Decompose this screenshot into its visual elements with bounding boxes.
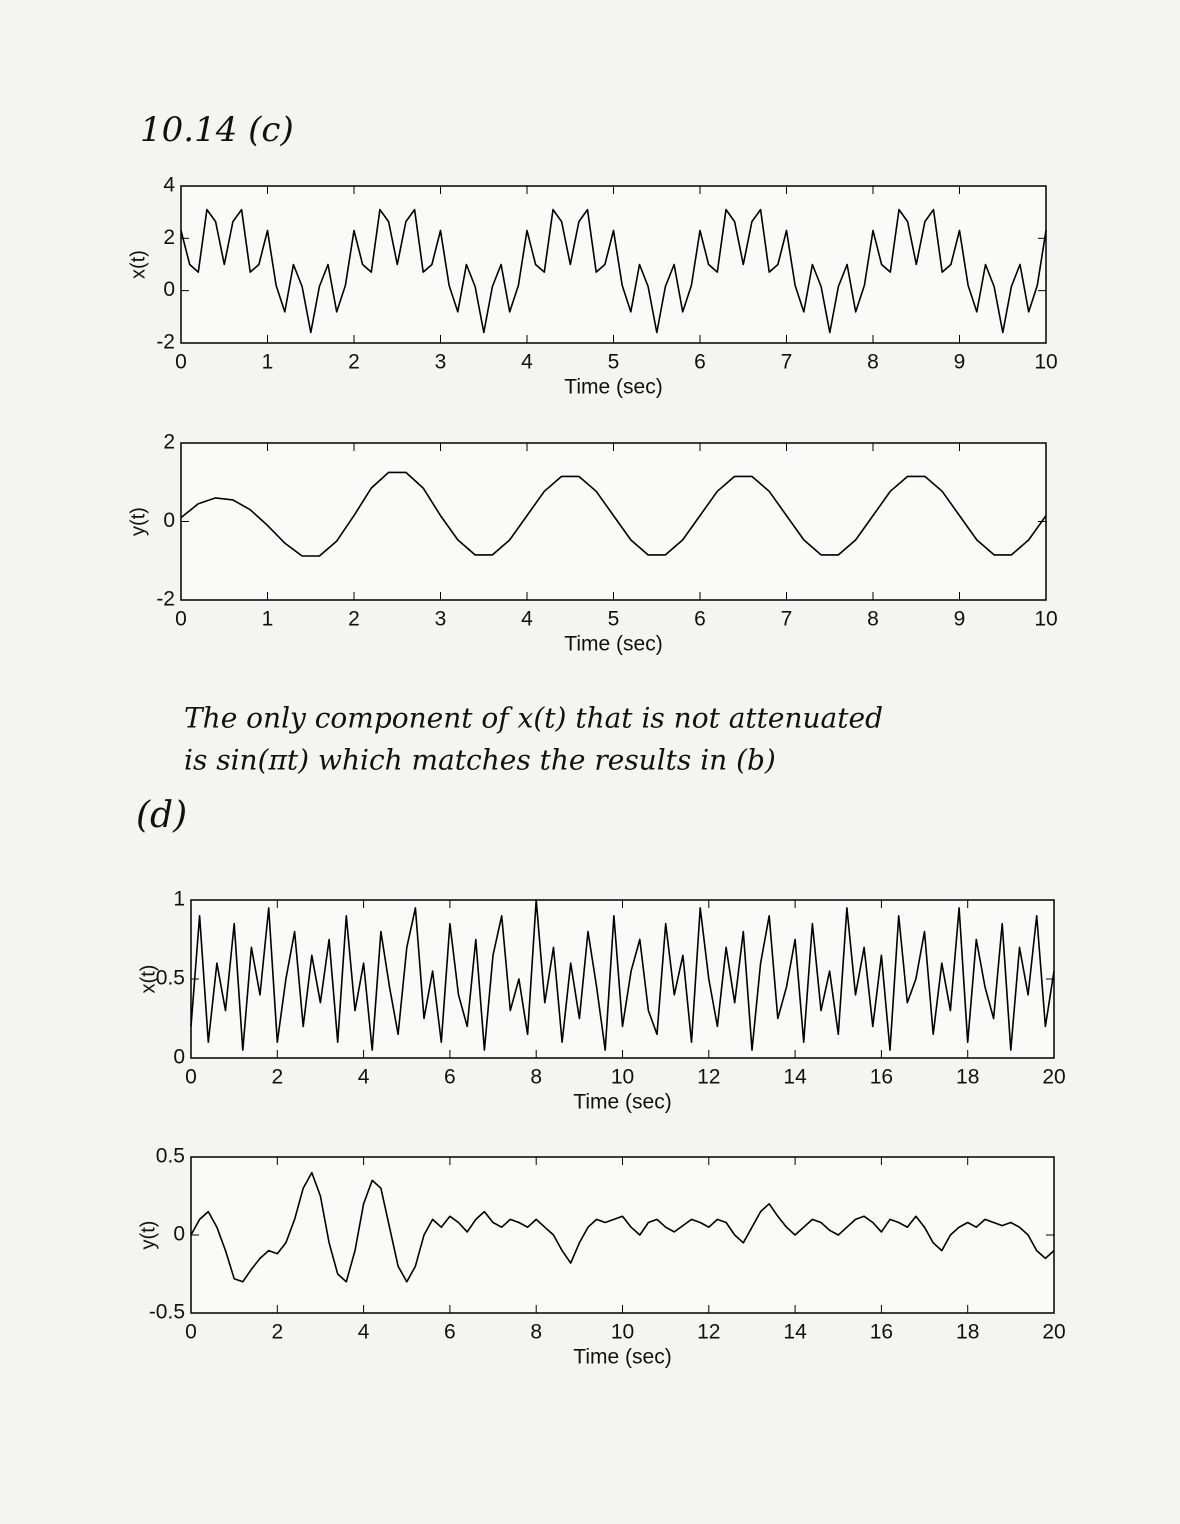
x-tick-label: 3 xyxy=(435,351,447,374)
y-tick-label: 0 xyxy=(173,1223,185,1246)
x-tick-label: 6 xyxy=(444,1321,456,1344)
x-tick-label: 5 xyxy=(608,608,620,631)
x-axis-label: Time (sec) xyxy=(573,1091,671,1114)
heading: 10.14 (c) xyxy=(140,110,294,150)
plot-frame xyxy=(190,1156,1055,1314)
y-tick-label: 2 xyxy=(163,226,175,249)
x-tick-label: 4 xyxy=(521,608,533,631)
x-tick-label: 1 xyxy=(262,608,274,631)
x-tick-label: 14 xyxy=(783,1321,807,1344)
y-axis-label: x(t) xyxy=(127,250,149,279)
signal-line xyxy=(180,471,1047,557)
x-tick-label: 4 xyxy=(358,1066,370,1089)
x-tick-label: 5 xyxy=(608,351,620,374)
x-tick-label: 8 xyxy=(867,351,879,374)
x-tick-label: 20 xyxy=(1042,1066,1065,1089)
y-tick-label: 0 xyxy=(163,278,175,301)
y-tick-label: -2 xyxy=(156,331,175,354)
x-tick-label: 14 xyxy=(783,1066,807,1089)
x-tick-label: 2 xyxy=(348,351,360,374)
y-tick-label: -2 xyxy=(156,588,175,611)
x-tick-label: 6 xyxy=(694,351,706,374)
x-tick-label: 9 xyxy=(954,351,966,374)
y-tick-label: 0.5 xyxy=(156,967,185,990)
y-tick-label: 0 xyxy=(163,509,175,532)
x-tick-label: 6 xyxy=(444,1066,456,1089)
x-tick-label: 20 xyxy=(1042,1321,1065,1344)
x-tick-label: 2 xyxy=(348,608,360,631)
x-tick-label: 10 xyxy=(611,1066,634,1089)
note-line: The only component of x(t) that is not a… xyxy=(184,702,883,735)
x-tick-label: 16 xyxy=(870,1321,893,1344)
y-tick-label: -0.5 xyxy=(149,1301,185,1324)
y-axis-label: y(t) xyxy=(137,1221,159,1250)
x-tick-label: 9 xyxy=(954,608,966,631)
x-tick-label: 8 xyxy=(530,1066,542,1089)
x-tick-label: 4 xyxy=(358,1321,370,1344)
note-line: is sin(πt) which matches the results in … xyxy=(184,744,776,777)
y-tick-label: 0.5 xyxy=(156,1145,185,1168)
heading: (d) xyxy=(136,795,187,836)
x-tick-label: 12 xyxy=(697,1321,720,1344)
y-tick-label: 0 xyxy=(173,1046,185,1069)
x-tick-label: 10 xyxy=(1034,351,1057,374)
x-tick-label: 2 xyxy=(271,1321,283,1344)
x-tick-label: 7 xyxy=(781,351,793,374)
signal-line xyxy=(190,1171,1055,1283)
y-tick-label: 2 xyxy=(163,431,175,454)
x-tick-label: 12 xyxy=(697,1066,720,1089)
plot-frame xyxy=(190,899,1055,1059)
x-tick-label: 2 xyxy=(271,1066,283,1089)
y-axis-label: y(t) xyxy=(127,507,149,536)
x-tick-label: 0 xyxy=(175,608,187,631)
x-axis-label: Time (sec) xyxy=(573,1346,671,1369)
x-tick-label: 7 xyxy=(781,608,793,631)
x-tick-label: 10 xyxy=(611,1321,634,1344)
x-axis-label: Time (sec) xyxy=(564,633,662,656)
x-tick-label: 0 xyxy=(185,1066,197,1089)
x-tick-label: 0 xyxy=(185,1321,197,1344)
y-tick-label: 4 xyxy=(163,174,175,197)
x-tick-label: 16 xyxy=(870,1066,893,1089)
x-axis-label: Time (sec) xyxy=(564,376,662,399)
x-tick-label: 6 xyxy=(694,608,706,631)
y-tick-label: 1 xyxy=(173,888,185,911)
x-tick-label: 8 xyxy=(530,1321,542,1344)
x-tick-label: 4 xyxy=(521,351,533,374)
plot-frame xyxy=(180,442,1047,601)
x-tick-label: 1 xyxy=(262,351,274,374)
x-tick-label: 0 xyxy=(175,351,187,374)
signal-line xyxy=(180,208,1047,334)
y-axis-label: x(t) xyxy=(137,965,159,994)
x-tick-label: 18 xyxy=(956,1321,979,1344)
x-tick-label: 3 xyxy=(435,608,447,631)
x-tick-label: 18 xyxy=(956,1066,979,1089)
x-tick-label: 8 xyxy=(867,608,879,631)
x-tick-label: 10 xyxy=(1034,608,1057,631)
signal-line xyxy=(190,899,1055,1051)
plot-frame xyxy=(180,185,1047,344)
